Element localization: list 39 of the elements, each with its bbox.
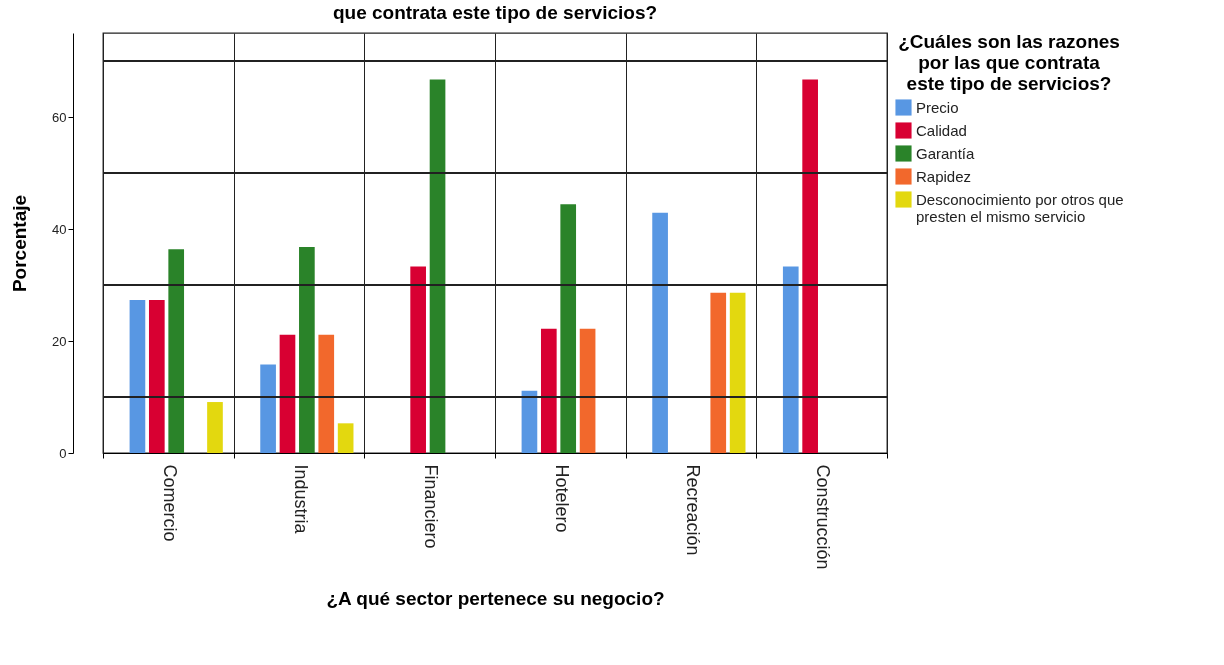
bar	[207, 402, 223, 453]
bar	[560, 204, 577, 453]
x-tick-label: Construcción	[813, 464, 834, 570]
x-axis-title: ¿A qué sector pertenece su negocio?	[326, 587, 665, 609]
y-tick-label: 60	[52, 109, 67, 125]
y-tick-label: 40	[52, 221, 67, 237]
bar	[260, 364, 276, 453]
legend-label: Garantía	[916, 144, 976, 162]
bar	[429, 79, 446, 453]
x-tick-label: Hotelero	[551, 464, 572, 533]
bar	[579, 328, 596, 453]
legend-label: Precio	[916, 98, 959, 116]
x-tick-label: Comercio	[159, 464, 180, 542]
legend-label: Desconocimiento por otros que presten el mismo servicio	[916, 190, 1124, 225]
x-tick-label: Financiero	[421, 464, 442, 549]
bar	[410, 266, 426, 453]
x-tick-label: Industria	[290, 464, 311, 535]
bar	[299, 246, 315, 453]
bar	[782, 266, 799, 453]
y-axis-title: Porcentaje	[9, 194, 31, 293]
bar	[148, 300, 165, 453]
bar	[652, 212, 668, 453]
x-tick-label: Recreación	[682, 464, 703, 556]
bar	[729, 292, 746, 453]
bar	[279, 334, 296, 453]
legend-label: Rapidez	[916, 167, 972, 185]
bar	[318, 334, 335, 453]
bar	[521, 390, 538, 453]
bar	[129, 300, 146, 453]
bar	[168, 249, 185, 453]
y-tick-label: 0	[59, 445, 67, 461]
y-tick-label: 20	[52, 333, 67, 349]
legend-title: ¿Cuáles son las razones por las que contrata este tipo de servicios?	[898, 31, 1120, 94]
bar	[710, 292, 727, 453]
bar	[540, 328, 557, 453]
bar	[337, 423, 354, 453]
bar	[802, 79, 818, 453]
legend-label: Calidad	[916, 121, 967, 139]
chart-title: que contrata este tipo de servicios?	[332, 2, 658, 23]
